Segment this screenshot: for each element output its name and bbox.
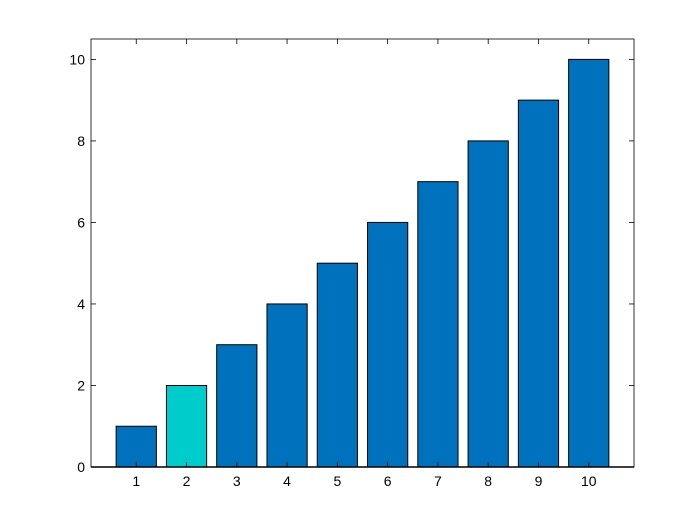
y-tick-label-4: 4 — [77, 296, 85, 312]
x-tick-label-9: 9 — [535, 473, 543, 489]
x-tick-label-2: 2 — [183, 473, 191, 489]
bar-8 — [467, 140, 509, 468]
x-tick-label-5: 5 — [333, 473, 341, 489]
bar-4 — [266, 303, 308, 468]
y-tick-label-8: 8 — [77, 133, 85, 149]
x-tick-label-4: 4 — [283, 473, 291, 489]
x-tick-label-10: 10 — [581, 473, 597, 489]
y-tick-label-2: 2 — [77, 377, 85, 393]
bar-9 — [517, 99, 560, 468]
bar-6 — [367, 221, 409, 468]
bars-layer — [115, 58, 610, 468]
ticks-layer: 1 2 3 4 5 6 7 8 9 10 0 2 4 6 8 10 — [69, 39, 634, 489]
bar-2 — [165, 384, 208, 468]
bar-7 — [417, 181, 459, 468]
bar-3 — [216, 344, 258, 468]
bar-5 — [316, 262, 358, 468]
bar-10 — [568, 58, 610, 468]
bar-1 — [115, 425, 157, 468]
x-tick-label-8: 8 — [484, 473, 492, 489]
y-tick-label-6: 6 — [77, 214, 85, 230]
x-tick-label-3: 3 — [233, 473, 241, 489]
x-tick-label-7: 7 — [434, 473, 442, 489]
x-tick-label-1: 1 — [132, 473, 140, 489]
axes-layer — [90, 38, 635, 468]
y-tick-label-0: 0 — [77, 459, 85, 475]
x-tick-label-6: 6 — [384, 473, 392, 489]
y-tick-label-10: 10 — [69, 51, 85, 67]
